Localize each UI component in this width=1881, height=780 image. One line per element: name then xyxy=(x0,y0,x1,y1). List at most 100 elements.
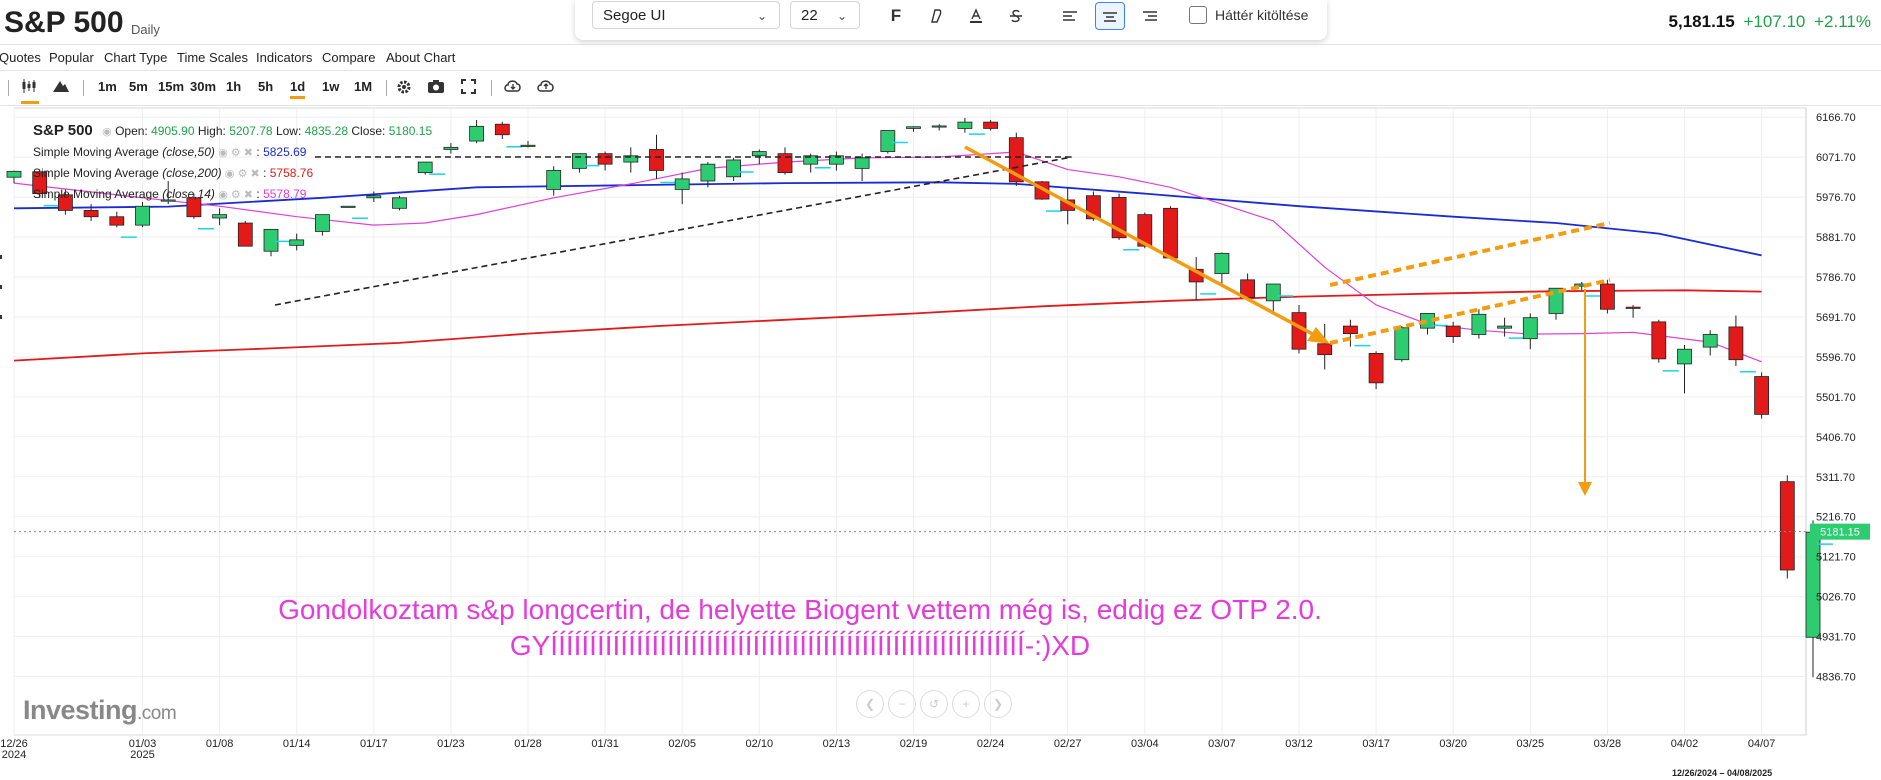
candle-body xyxy=(58,194,73,211)
x-tick-label: 01/08 xyxy=(206,738,234,750)
interval-5h[interactable]: 5h xyxy=(258,79,274,94)
fullscreen-button[interactable] xyxy=(461,79,476,99)
candle-body xyxy=(1702,334,1718,348)
eye-icon[interactable]: ◉ xyxy=(102,126,112,138)
candle-body xyxy=(1600,283,1615,310)
y-tick-label: 5501.70 xyxy=(1816,392,1856,404)
interval-1w[interactable]: 1w xyxy=(322,79,340,94)
candle-body xyxy=(186,197,202,218)
candle-body xyxy=(880,130,896,152)
y-tick-label: 5596.70 xyxy=(1816,352,1856,364)
align-right-button[interactable] xyxy=(1135,2,1165,30)
fill-background-checkbox[interactable] xyxy=(1189,6,1207,24)
candle-body xyxy=(1445,325,1461,337)
chart-toolbar: 1m 5m 15m 30m 1h 5h 1d 1w 1M xyxy=(0,71,1881,106)
symbol-title: S&P 500 xyxy=(4,6,124,39)
open-label: Open: xyxy=(115,124,148,138)
menu-indicators[interactable]: Indicators xyxy=(256,50,313,65)
candlestick-button[interactable] xyxy=(21,79,39,104)
candle-body xyxy=(1805,531,1821,638)
toolbar-divider xyxy=(386,80,387,96)
align-center-button[interactable] xyxy=(1095,2,1125,30)
interval-1d[interactable]: 1d xyxy=(290,79,306,99)
y-tick-label: 5976.70 xyxy=(1816,192,1856,204)
y-tick-label: 5026.70 xyxy=(1816,592,1856,604)
candle-body xyxy=(160,199,176,202)
candle-body xyxy=(494,123,510,136)
text-color-button[interactable] xyxy=(961,2,991,30)
sma-value: 5825.69 xyxy=(263,145,307,159)
upload-button[interactable] xyxy=(537,79,555,98)
date-range-label: 12/26/2024 – 04/08/2025 xyxy=(1672,768,1773,778)
x-tick-label: 2024 xyxy=(2,749,26,761)
scroll-left-icon[interactable]: ❮ xyxy=(856,690,884,718)
menu-chart-type[interactable]: Chart Type xyxy=(104,50,168,65)
high-label: High: xyxy=(197,124,226,138)
sma-params: (close,50) xyxy=(162,145,215,159)
timeframe-label: Daily xyxy=(131,22,160,37)
font-family-select[interactable]: Segoe UI ⌄ xyxy=(592,1,780,29)
mountain-button[interactable] xyxy=(53,79,69,98)
candle-body xyxy=(1265,283,1281,302)
zoom-out-icon[interactable]: − xyxy=(888,690,916,718)
scroll-right-icon[interactable]: ❯ xyxy=(984,690,1012,718)
zoom-in-icon[interactable]: + xyxy=(952,690,980,718)
drawing-channel-lower[interactable] xyxy=(1329,278,1611,345)
candle-body xyxy=(854,157,870,169)
screenshot-button[interactable] xyxy=(428,79,444,98)
logo-brand: Investing xyxy=(23,695,138,725)
sma-label: Simple Moving Average xyxy=(33,187,159,201)
interval-1m[interactable]: 1m xyxy=(98,79,117,94)
font-size-select[interactable]: 22 ⌄ xyxy=(790,1,860,29)
drawing-rising-wedge-line[interactable] xyxy=(274,156,1073,306)
candle-body xyxy=(1779,481,1795,571)
drawing-channel-upper[interactable] xyxy=(1329,221,1611,287)
sma-label: Simple Moving Average xyxy=(33,145,159,159)
interval-1h[interactable]: 1h xyxy=(226,79,242,94)
eye-icon[interactable]: ◉ ⚙ ✖ xyxy=(218,147,254,159)
menu-time-scales[interactable]: Time Scales xyxy=(177,50,249,65)
drawing-target-arrowhead xyxy=(1578,482,1592,496)
italic-button[interactable] xyxy=(921,2,951,30)
settings-button[interactable] xyxy=(396,79,412,100)
download-icon xyxy=(504,80,521,92)
legend-sma-200[interactable]: Simple Moving Average (close,200) ◉ ⚙ ✖ … xyxy=(33,166,314,180)
candle-body xyxy=(1317,343,1333,356)
eye-icon[interactable]: ◉ ⚙ ✖ xyxy=(224,168,260,180)
candle-body xyxy=(1728,326,1744,361)
menu-popular[interactable]: Popular xyxy=(49,50,94,65)
candle-body xyxy=(1522,317,1538,340)
align-left-button[interactable] xyxy=(1055,2,1085,30)
menu-about-chart[interactable]: About Chart xyxy=(386,50,456,65)
bold-button[interactable]: F xyxy=(881,2,911,30)
menu-compare[interactable]: Compare xyxy=(322,50,376,65)
camera-icon xyxy=(428,80,444,93)
drawing-down-arrow-line[interactable] xyxy=(964,145,1321,340)
chart-legend: S&P 500 ◉ Open: 4905.90 High: 5207.78 Lo… xyxy=(33,121,432,205)
x-tick-label: 02/24 xyxy=(977,738,1005,750)
price-chart[interactable]: 6166.70 6071.70 5976.70 5881.70 5786.70 5691.… xyxy=(0,105,1881,780)
download-button[interactable] xyxy=(504,79,522,98)
x-tick-label: 01/03 xyxy=(129,738,157,750)
reset-icon[interactable]: ↺ xyxy=(920,690,948,718)
interval-30m[interactable]: 30m xyxy=(190,79,217,94)
chart-navigation: ❮ − ↺ + ❯ xyxy=(856,690,1016,718)
x-tick-label: 01/17 xyxy=(360,738,388,750)
strikethrough-button[interactable] xyxy=(1001,2,1031,30)
y-tick-label: 5311.70 xyxy=(1816,472,1855,484)
candle-body xyxy=(340,205,356,208)
low-label: Low: xyxy=(275,124,302,138)
candle-body xyxy=(469,125,485,142)
sma-params: (close,200) xyxy=(162,166,222,180)
chart-text-annotation[interactable]: Gondolkoztam s&p longcertin, de helyette… xyxy=(230,592,1370,664)
legend-sma-50[interactable]: Simple Moving Average (close,50) ◉ ⚙ ✖ :… xyxy=(33,145,307,159)
candle-body xyxy=(726,159,741,178)
eye-icon[interactable]: ◉ ⚙ ✖ xyxy=(218,189,254,201)
interval-15m[interactable]: 15m xyxy=(158,79,185,94)
menu-quotes[interactable]: Quotes xyxy=(0,50,41,65)
interval-5m[interactable]: 5m xyxy=(129,79,148,94)
interval-1M[interactable]: 1M xyxy=(354,79,373,94)
align-left-icon xyxy=(1063,11,1077,21)
legend-sma-14[interactable]: Simple Moving Average (close,14) ◉ ⚙ ✖ :… xyxy=(33,187,307,201)
font-family-value: Segoe UI xyxy=(603,7,666,24)
